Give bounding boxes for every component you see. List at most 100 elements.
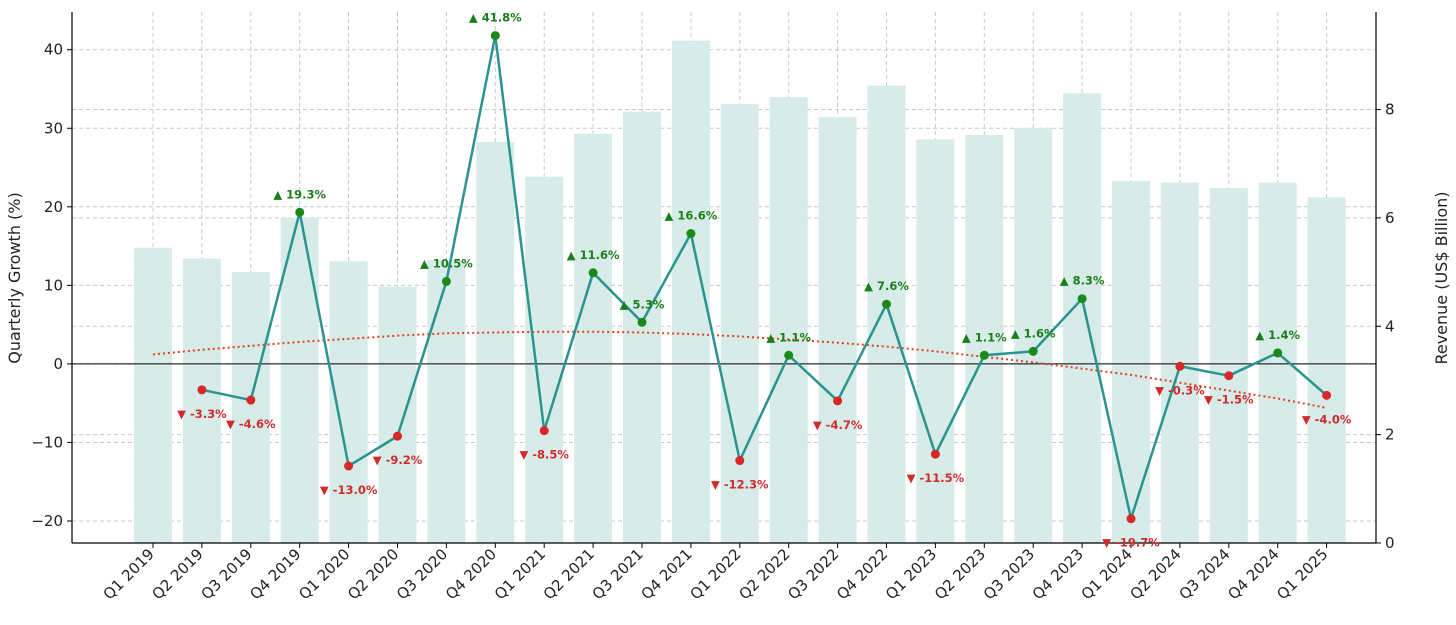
trend-line: [152, 330, 1327, 409]
growth-data-label: ▲ 10.5%: [420, 256, 473, 270]
revenue-bar: [769, 97, 808, 544]
growth-polyline: [201, 34, 1328, 520]
x-tick-label: Q1 2023: [882, 545, 940, 603]
x-tick-label: Q4 2024: [1224, 545, 1282, 603]
x-tick-label: Q3 2020: [393, 545, 451, 603]
y-axis-title-right: Revenue (US$ Billion): [1432, 191, 1451, 364]
trend-polyline: [152, 330, 1327, 409]
growth-data-label: ▲ 7.6%: [864, 279, 909, 293]
growth-data-label: ▲ 8.3%: [1060, 274, 1105, 288]
x-tick-label: Q4 2020: [442, 545, 500, 603]
revenue-bar: [231, 272, 270, 543]
growth-marker: [735, 456, 745, 466]
x-tick-label: Q1 2024: [1078, 545, 1136, 603]
y-tick-label-left: 30: [44, 119, 63, 137]
growth-data-label: ▲ 1.1%: [962, 330, 1007, 344]
growth-marker: [539, 426, 549, 436]
revenue-bar: [818, 117, 857, 543]
x-tick-label: Q3 2022: [784, 545, 842, 603]
growth-data-label: ▼ -0.3%: [1155, 383, 1205, 397]
growth-marker: [197, 385, 207, 395]
revenue-bar: [427, 260, 466, 543]
x-tick-label: Q1 2019: [100, 545, 158, 603]
x-tick-label: Q3 2024: [1175, 545, 1233, 603]
growth-data-label: ▲ 1.4%: [1255, 328, 1300, 342]
x-tick-label: Q1 2021: [491, 545, 549, 603]
y-tick-label-left: 20: [44, 198, 63, 216]
growth-data-label: ▲ 16.6%: [665, 209, 718, 223]
growth-data-label: ▼ -19.7%: [1102, 536, 1160, 550]
x-tick-label: Q2 2023: [931, 545, 989, 603]
growth-marker: [1322, 390, 1332, 400]
y-tick-label-right: 4: [1385, 317, 1395, 335]
revenue-bars: [134, 40, 1346, 544]
growth-marker: [1028, 346, 1038, 356]
x-tick-label: Q3 2021: [589, 545, 647, 603]
x-tick-label: Q2 2022: [735, 545, 793, 603]
growth-data-label: ▼ -11.5%: [907, 471, 965, 485]
growth-marker: [686, 229, 696, 239]
x-tick-label: Q4 2019: [246, 545, 304, 603]
growth-data-label: ▼ -9.2%: [373, 453, 423, 467]
growth-marker: [1175, 361, 1185, 371]
y-tick-label-left: −10: [31, 433, 63, 451]
growth-data-label: ▼ -4.6%: [226, 417, 276, 431]
revenue-bar: [916, 139, 955, 543]
x-tick-label: Q1 2020: [295, 545, 353, 603]
growth-data-label: ▲ 41.8%: [469, 11, 522, 25]
growth-data-label: ▲ 5.3%: [620, 297, 665, 311]
growth-marker: [490, 31, 500, 41]
growth-marker: [1224, 371, 1234, 381]
growth-marker: [930, 449, 940, 459]
growth-data-label: ▲ 19.3%: [273, 187, 326, 201]
revenue-bar: [623, 111, 661, 543]
growth-marker: [979, 350, 989, 360]
growth-marker: [588, 268, 598, 278]
revenue-bar: [378, 286, 417, 543]
revenue-bar: [1112, 181, 1150, 544]
revenue-bar: [182, 258, 221, 543]
growth-marker: [1273, 348, 1283, 358]
growth-data-label: ▼ -3.3%: [177, 407, 227, 421]
y-axis-title-left: Quarterly Growth (%): [5, 192, 24, 364]
growth-marker: [441, 276, 451, 286]
y-tick-label-right: 2: [1385, 426, 1395, 444]
y-tick-label-left: 40: [44, 41, 63, 59]
growth-marker: [882, 299, 891, 309]
x-tick-label: Q1 2022: [686, 545, 744, 603]
growth-data-label: ▼ -4.7%: [813, 418, 863, 432]
revenue-bar: [965, 134, 1004, 543]
revenue-bar: [720, 104, 759, 543]
growth-marker: [1126, 514, 1136, 524]
growth-data-label: ▼ -12.3%: [711, 478, 769, 492]
growth-data-label: ▼ -13.0%: [320, 483, 378, 497]
x-tick-label: Q2 2024: [1127, 545, 1185, 603]
x-tick-label: Q4 2023: [1029, 545, 1087, 603]
growth-marker: [833, 396, 843, 406]
revenue-bar: [134, 247, 172, 543]
growth-data-label: ▼ -1.5%: [1204, 393, 1254, 407]
growth-marker: [393, 431, 402, 441]
revenue-bar: [525, 176, 564, 543]
y-tick-label-left: 0: [53, 355, 63, 373]
data-labels: ▼ -3.3%▼ -4.6% ▲ 19.3% ▼ -13.0% ▼ -9.2% ▲ 10…: [177, 11, 1352, 550]
revenue-bar: [1063, 93, 1102, 543]
revenue-bar: [867, 85, 906, 544]
growth-data-label: ▲ 11.6%: [567, 248, 620, 262]
x-tick-label: Q2 2021: [540, 545, 598, 603]
x-tick-label: Q3 2019: [197, 545, 255, 603]
y-tick-label-left: 10: [44, 276, 63, 294]
x-tick-label: Q4 2021: [638, 545, 696, 603]
axes: [67, 12, 1381, 548]
x-tick-label: Q3 2023: [980, 545, 1038, 603]
growth-data-label: ▼ -4.0%: [1302, 412, 1352, 426]
growth-line: [197, 31, 1332, 524]
growth-data-label: ▼ -8.5%: [519, 448, 569, 462]
x-tick-label: Q4 2022: [833, 545, 891, 603]
x-tick-label: Q1 2025: [1273, 545, 1331, 603]
revenue-bar: [1014, 127, 1053, 543]
x-tick-label: Q2 2020: [344, 545, 402, 603]
growth-marker: [784, 350, 794, 360]
y-tick-label-left: −20: [31, 512, 63, 530]
x-tick-label: Q2 2019: [149, 545, 207, 603]
